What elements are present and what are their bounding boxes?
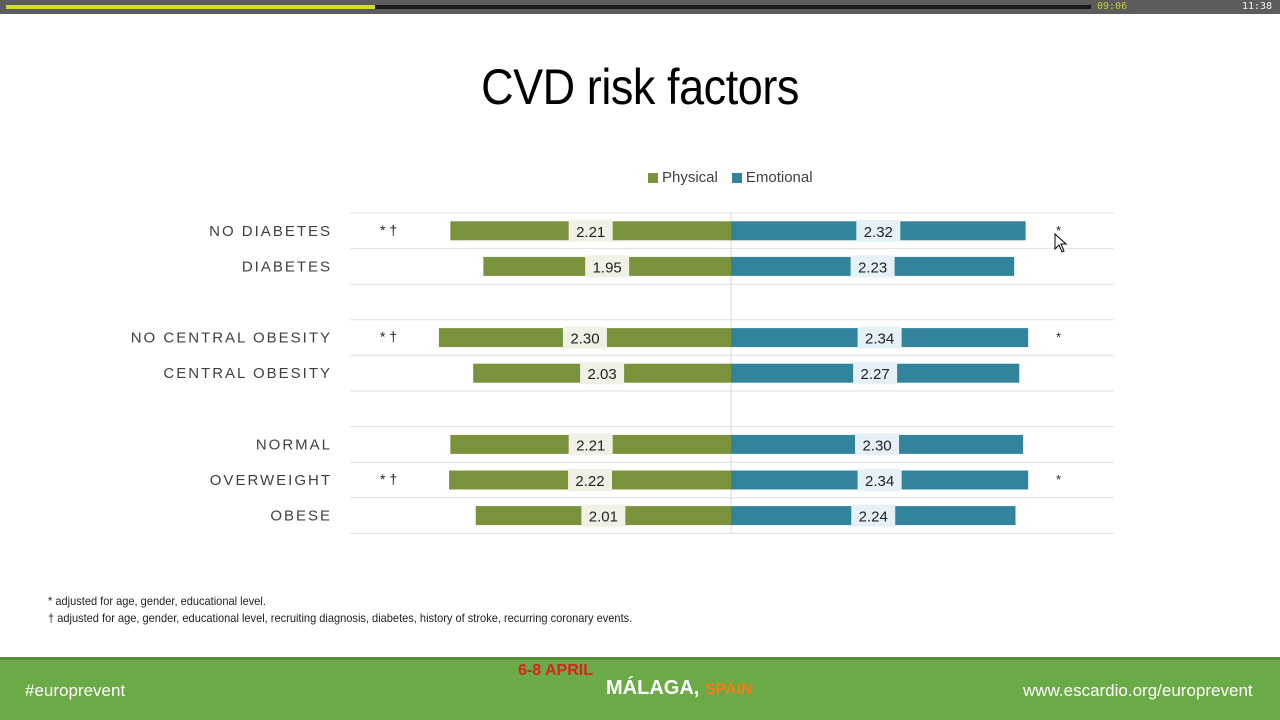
footnotes: * adjusted for age, gender, educational … [48, 593, 632, 627]
legend-label-emotional: Emotional [745, 169, 813, 186]
value-label-physical-central-obesity: 2.03 [587, 366, 616, 383]
value-label-bg-physical-obese [581, 504, 626, 527]
value-label-emotional-diabetes: 2.23 [858, 259, 887, 276]
footer-country: SPAIN [704, 681, 753, 698]
significance-mark-left-no-diabetes: * † [380, 222, 397, 238]
value-label-emotional-no-central-obesity: 2.34 [865, 331, 894, 348]
legend-swatch-emotional [731, 172, 742, 183]
value-label-bg-emotional-no-diabetes [856, 219, 901, 242]
category-label-no-central-obesity: NO CENTRAL OBESITY [131, 330, 332, 347]
value-label-emotional-obese: 2.24 [859, 509, 888, 526]
significance-mark-right-no-central-obesity: * [1056, 330, 1061, 345]
value-label-bg-emotional-obese [851, 504, 896, 527]
value-label-physical-no-central-obesity: 2.30 [570, 331, 599, 348]
value-label-bg-emotional-diabetes [850, 255, 895, 278]
footer-url: www.escardio.org/europrevent [1023, 681, 1253, 700]
value-label-bg-physical-normal [568, 433, 613, 456]
value-label-bg-physical-overweight [568, 469, 613, 491]
value-label-bg-emotional-overweight [857, 469, 902, 491]
category-label-no-diabetes: NO DIABETES [209, 223, 332, 240]
value-label-bg-physical-no-diabetes [568, 219, 613, 242]
footnote-dagger: † adjusted for age, gender, educational … [48, 611, 633, 625]
legend-item-emotional: Emotional [731, 169, 813, 186]
footer-banner: #europrevent 6-8 APRIL MÁLAGA, SPAIN www… [0, 657, 1280, 720]
footer-dates: 6-8 APRIL [518, 662, 593, 679]
footer-location: MÁLAGA, SPAIN [606, 677, 753, 700]
value-label-bg-emotional-normal [855, 433, 900, 456]
category-label-obese: OBESE [270, 508, 332, 525]
value-label-emotional-overweight: 2.34 [865, 473, 894, 490]
category-label-normal: NORMAL [256, 436, 332, 453]
value-label-physical-overweight: 2.22 [575, 473, 604, 490]
player-bar: 09:06 11:38 [0, 0, 1280, 14]
value-label-bg-physical-no-central-obesity [562, 326, 607, 349]
value-label-bg-emotional-central-obesity [853, 362, 898, 385]
category-label-central-obesity: CENTRAL OBESITY [163, 365, 332, 382]
progress-fill [6, 5, 375, 9]
slide-title: CVD risk factors [481, 59, 799, 115]
category-label-diabetes: DIABETES [242, 258, 332, 275]
value-label-physical-diabetes: 1.95 [593, 259, 622, 276]
value-label-bg-emotional-no-central-obesity [857, 326, 902, 349]
chart-legend: Physical Emotional [648, 169, 827, 186]
value-label-physical-no-diabetes: 2.21 [576, 224, 605, 241]
value-label-bg-physical-central-obesity [580, 362, 625, 385]
significance-mark-left-overweight: * † [380, 471, 397, 487]
category-label-overweight: OVERWEIGHT [210, 472, 332, 489]
value-label-physical-normal: 2.21 [576, 437, 605, 454]
value-label-emotional-no-diabetes: 2.32 [864, 224, 893, 241]
significance-mark-right-no-diabetes: * [1056, 223, 1061, 238]
value-label-physical-obese: 2.01 [589, 509, 618, 526]
footer-hashtag: #europrevent [25, 681, 126, 700]
value-label-bg-physical-diabetes [585, 255, 630, 278]
legend-item-physical: Physical [648, 169, 718, 186]
significance-mark-right-overweight: * [1056, 472, 1061, 487]
footer-city: MÁLAGA, [606, 677, 700, 699]
total-time: 11:38 [1242, 1, 1273, 12]
legend-swatch-physical [648, 172, 658, 183]
elapsed-time: 09:06 [1097, 1, 1128, 12]
footnote-adjusted: * adjusted for age, gender, educational … [48, 594, 266, 608]
mouse-cursor-icon [1054, 233, 1068, 253]
bar-chart: NO DIABETES 2.21 2.32 * † * DIABETES 1.95 2.23 N… [131, 212, 1114, 534]
value-label-emotional-central-obesity: 2.27 [861, 366, 890, 383]
legend-label-physical: Physical [662, 169, 718, 186]
value-label-emotional-normal: 2.30 [862, 437, 891, 454]
significance-mark-left-no-central-obesity: * † [380, 329, 397, 345]
progress-bar[interactable] [6, 5, 1091, 9]
